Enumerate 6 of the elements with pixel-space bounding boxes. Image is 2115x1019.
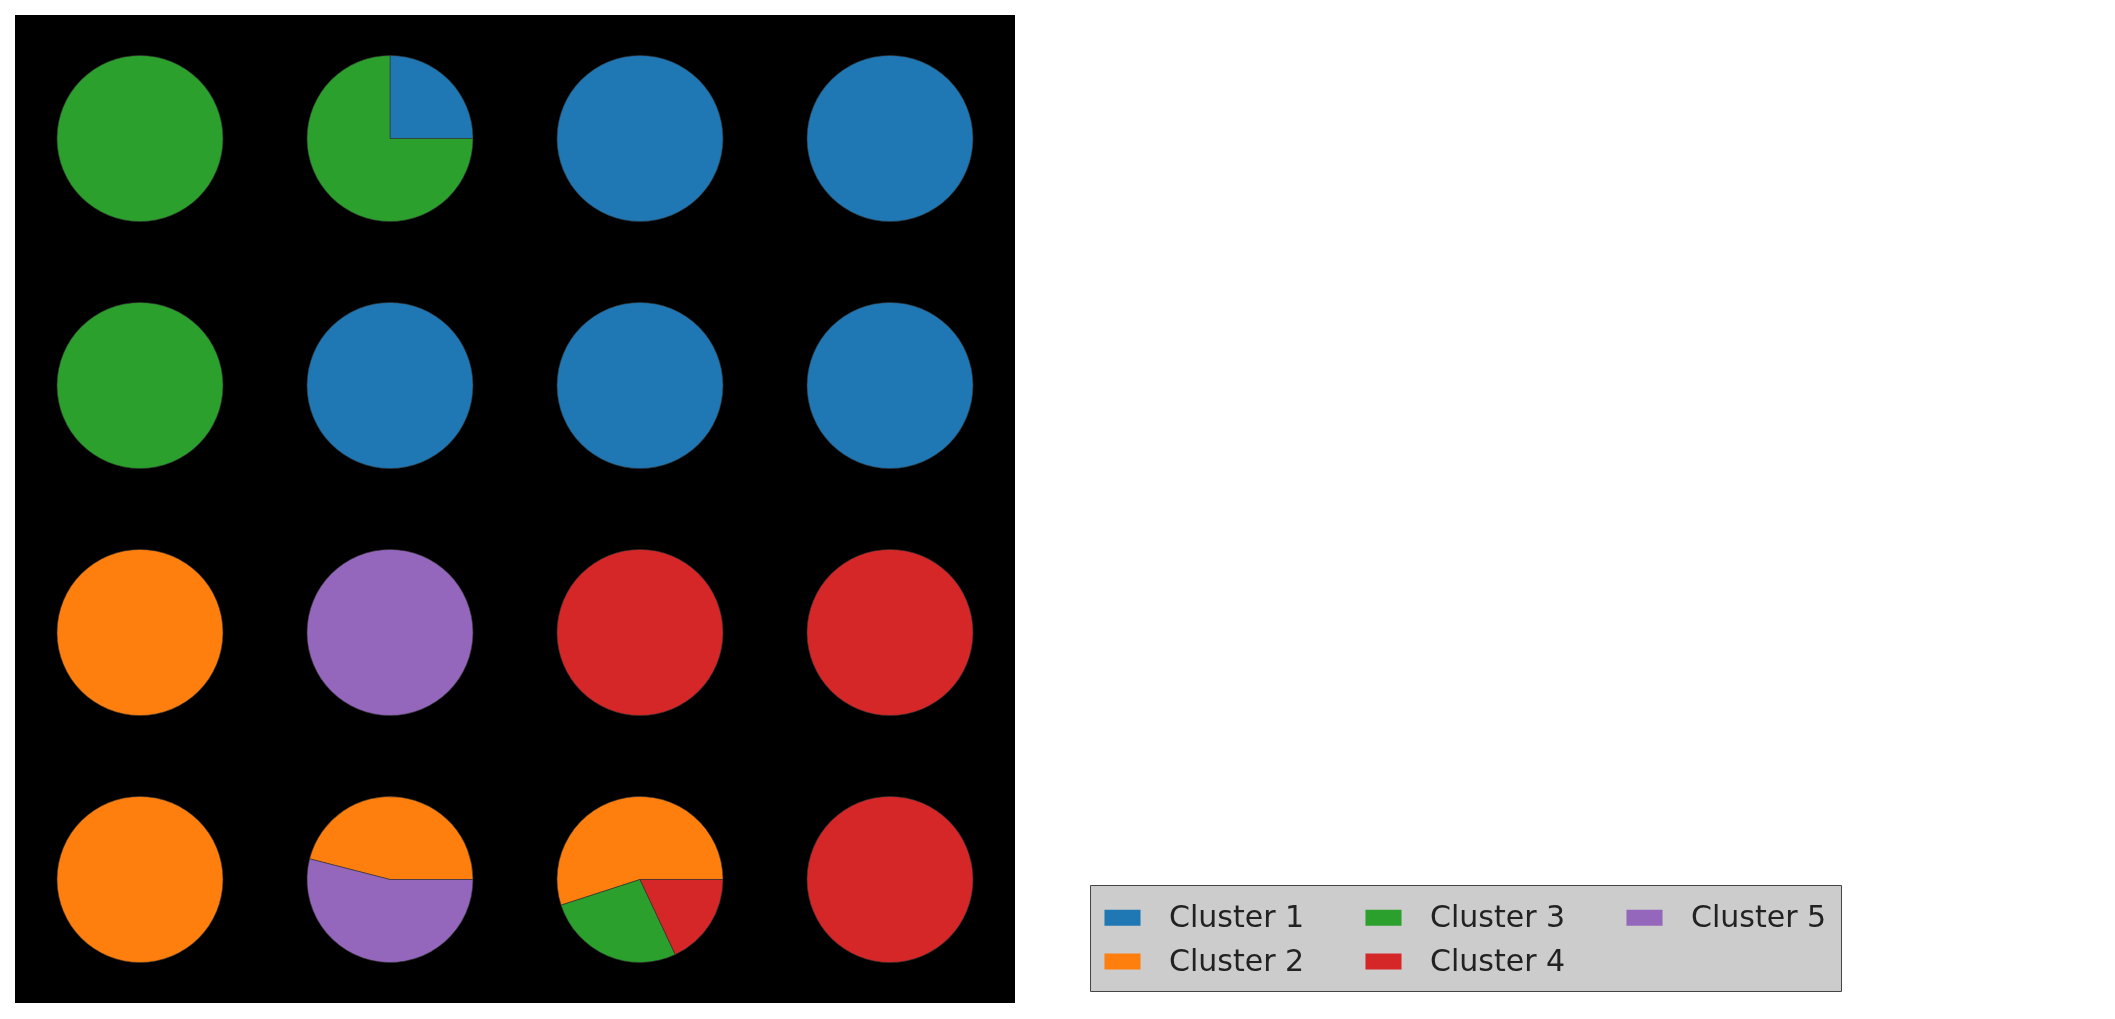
legend-label: Cluster 2 [1169, 942, 1305, 978]
legend-label: Cluster 1 [1169, 898, 1305, 934]
pie-slice [306, 55, 474, 222]
legend-label: Cluster 4 [1430, 942, 1566, 978]
legend-label: Cluster 5 [1691, 898, 1827, 934]
legend-label: Cluster 3 [1430, 898, 1566, 934]
